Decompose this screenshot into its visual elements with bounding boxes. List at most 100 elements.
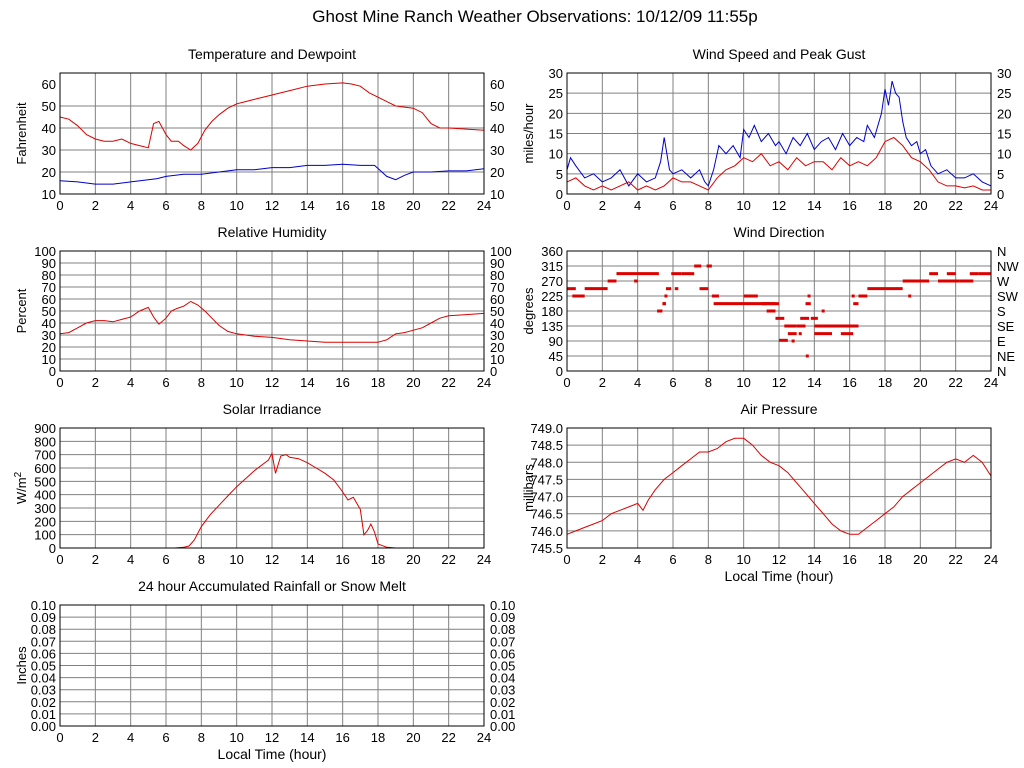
x-tick-label: 8	[198, 198, 205, 213]
y-tick-label: 40	[42, 121, 56, 136]
x-tick-label: 22	[948, 198, 962, 213]
y-tick-label: 135	[541, 319, 563, 334]
y-tick-label: 10	[42, 187, 56, 202]
y-tick-label: 90	[42, 256, 56, 271]
x-tick-label: 16	[842, 375, 856, 390]
y-tick-label-right: 30	[997, 66, 1011, 81]
y-tick-label: 30	[549, 66, 563, 81]
x-tick-label: 0	[563, 198, 570, 213]
x-tick-label: 8	[705, 552, 712, 567]
x-tick-label: 14	[807, 375, 821, 390]
y-tick-label-right: 10	[490, 352, 504, 367]
y-tick-label: 400	[34, 488, 56, 503]
x-tick-label: 6	[162, 198, 169, 213]
x-tick-label: 4	[127, 198, 134, 213]
x-tick-label: 12	[265, 552, 279, 567]
x-tick-label: 14	[807, 198, 821, 213]
rainfall-frame	[59, 604, 485, 727]
y-tick-label: 0.01	[31, 707, 56, 722]
y-tick-label: 80	[42, 268, 56, 283]
pressure-frame	[566, 427, 992, 549]
y-tick-label: 0	[49, 541, 56, 556]
y-tick-label: 300	[34, 501, 56, 516]
x-tick-label: 24	[984, 198, 998, 213]
wind-speed-title: Wind Speed and Peak Gust	[693, 46, 866, 62]
y-tick-label-right: 0.09	[490, 610, 515, 625]
pressure-series-0-line	[566, 437, 992, 535]
y-tick-label: 0.09	[31, 610, 56, 625]
y-tick-label: 0.02	[31, 695, 56, 710]
temperature-series-0-line	[59, 82, 485, 151]
y-tick-label: 45	[549, 349, 563, 364]
x-tick-label: 24	[984, 552, 998, 567]
x-tick-label: 12	[265, 198, 279, 213]
y-tick-label: 30	[42, 143, 56, 158]
x-tick-label: 0	[563, 552, 570, 567]
rainfall-title: 24 hour Accumulated Rainfall or Snow Mel…	[138, 578, 406, 594]
y-tick-label-right: 30	[490, 143, 504, 158]
y-tick-label-right: 15	[997, 127, 1011, 142]
x-tick-label: 2	[92, 198, 99, 213]
y-tick-label: 0	[556, 364, 563, 379]
x-tick-label: 20	[406, 730, 420, 745]
y-tick-label: 50	[42, 304, 56, 319]
x-tick-label: 2	[92, 552, 99, 567]
direction-point	[805, 354, 809, 358]
humidity-frame	[59, 250, 485, 372]
x-tick-label: 22	[948, 375, 962, 390]
x-tick-label: 16	[335, 198, 349, 213]
x-tick-label: 0	[56, 552, 63, 567]
y-tick-label: 0.08	[31, 622, 56, 637]
y-tick-label-right: 50	[490, 99, 504, 114]
x-tick-label: 4	[127, 375, 134, 390]
direction-point	[664, 294, 668, 298]
direction-point	[763, 302, 767, 306]
y-tick-label: 200	[34, 514, 56, 529]
y-tick-label: 0	[49, 364, 56, 379]
x-tick-label: 16	[335, 730, 349, 745]
x-tick-label: 22	[441, 198, 455, 213]
x-tick-label: 22	[441, 730, 455, 745]
y-tick-label: 0	[556, 187, 563, 202]
compass-label: SE	[997, 319, 1015, 334]
y-tick-label-right: 5	[997, 167, 1004, 182]
compass-label: NW	[997, 259, 1019, 274]
y-tick-label: 20	[42, 165, 56, 180]
x-tick-label: 14	[807, 552, 821, 567]
y-tick-label: 749.0	[530, 421, 563, 436]
y-tick-label: 746.0	[530, 524, 563, 539]
x-tick-label: 12	[772, 198, 786, 213]
y-tick-label: 747.0	[530, 490, 563, 505]
temperature-frame	[59, 72, 485, 195]
y-tick-label: 40	[42, 316, 56, 331]
y-tick-label-right: 0.02	[490, 695, 515, 710]
compass-label: E	[997, 334, 1006, 349]
y-tick-label-right: 30	[490, 328, 504, 343]
y-tick-label: 10	[42, 352, 56, 367]
x-tick-label: 8	[705, 198, 712, 213]
x-tick-label: 10	[736, 375, 750, 390]
solar-title: Solar Irradiance	[223, 401, 322, 417]
x-tick-label: 10	[229, 730, 243, 745]
y-tick-label-right: 0.08	[490, 622, 515, 637]
x-tick-label: 6	[669, 375, 676, 390]
y-tick-label: 60	[42, 292, 56, 307]
direction-point	[908, 294, 912, 298]
direction-point	[659, 309, 663, 313]
y-tick-label-right: 20	[997, 106, 1011, 121]
x-tick-label: 10	[229, 198, 243, 213]
y-tick-label-right: 0.07	[490, 634, 515, 649]
x-tick-label: 16	[842, 198, 856, 213]
x-tick-label: 14	[300, 730, 314, 745]
pressure-title: Air Pressure	[740, 401, 817, 417]
y-tick-label-right: 20	[490, 165, 504, 180]
y-tick-label-right: 80	[490, 268, 504, 283]
x-tick-label: 8	[198, 552, 205, 567]
x-tick-label: 20	[913, 552, 927, 567]
solar-series-0-line	[60, 451, 484, 549]
y-tick-label: 100	[34, 244, 56, 259]
x-tick-label: 24	[477, 552, 491, 567]
x-tick-label: 8	[705, 375, 712, 390]
y-tick-label: 0.06	[31, 646, 56, 661]
